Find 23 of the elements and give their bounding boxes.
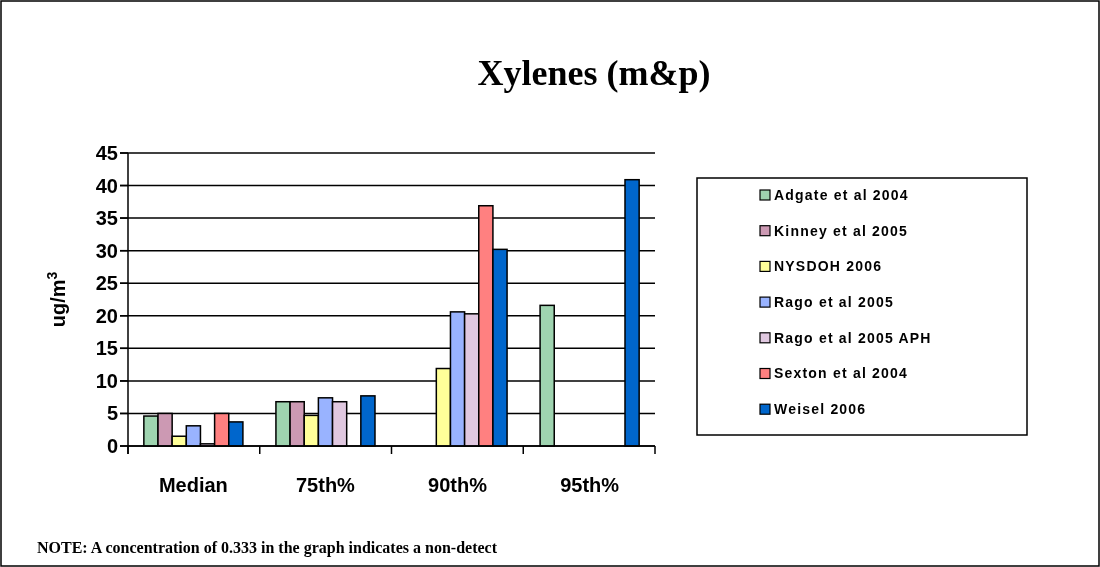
y-tick-label: 5 (106, 402, 118, 425)
legend-label: Adgate et al 2004 (774, 186, 909, 203)
legend-label: Sexton et al 2004 (774, 365, 909, 382)
chart-title: Xylenes (m&p) (477, 53, 711, 93)
y-tick-label: 30 (95, 239, 118, 262)
x-tick-label: Median (158, 474, 228, 496)
legend-label: Rago et al 2005 APH (774, 329, 932, 346)
y-tick-label: 25 (95, 272, 118, 295)
y-tick-label: 15 (95, 337, 118, 360)
legend-label: Kinney et al 2005 (774, 222, 909, 239)
x-tick-label: 75th% (296, 474, 356, 496)
legend-label: Rago et al 2005 (774, 294, 894, 310)
y-tick-label: 10 (95, 369, 118, 392)
y-tick-label: 20 (95, 304, 118, 327)
x-tick-label: 95th% (560, 474, 620, 496)
y-tick-label: 40 (95, 174, 118, 197)
legend-label: Weisel 2006 (774, 401, 867, 418)
y-tick-label: 45 (95, 142, 118, 164)
x-tick-label: 90th% (428, 474, 488, 496)
y-tick-label: 0 (106, 435, 118, 457)
text: NOTE: A concentration of 0.333 in the graph indicates a non-detect (37, 539, 498, 557)
legend-label: NYSDOH 2006 (774, 258, 883, 275)
y-tick-label: 35 (95, 207, 118, 230)
